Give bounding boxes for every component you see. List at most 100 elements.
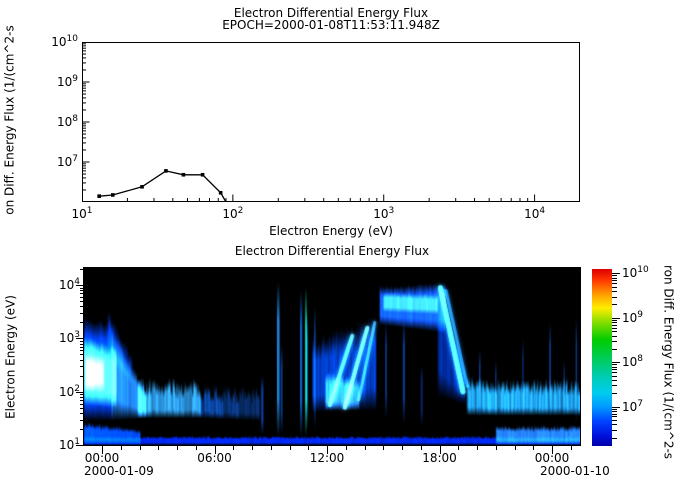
bottom-plot-x-minor-tick — [515, 446, 516, 450]
colorbar-major-tick — [612, 273, 620, 274]
bottom-plot-y-minor-tick — [80, 420, 84, 421]
top-plot-y-tick-label: 108 — [56, 114, 78, 130]
bottom-plot-x-minor-tick — [533, 446, 534, 450]
top-plot-title: Electron Differential Energy Flux — [233, 6, 429, 20]
colorbar-minor-tick — [612, 364, 617, 365]
colorbar-minor-tick — [612, 322, 617, 323]
line-plot-svg — [81, 41, 580, 202]
bottom-plot-x-minor-tick — [308, 446, 309, 450]
data-point-marker — [97, 194, 101, 198]
colorbar-minor-tick — [612, 304, 617, 305]
colorbar-minor-tick — [612, 372, 617, 373]
bottom-plot-y-tick-label: 101 — [58, 437, 80, 453]
bottom-plot-x-major-tick — [102, 446, 103, 454]
bottom-plot-y-minor-tick — [80, 301, 84, 302]
colorbar-minor-tick — [612, 336, 617, 337]
bottom-plot-y-major-tick — [76, 445, 84, 446]
bottom-plot-x-minor-tick — [402, 446, 403, 450]
bottom-plot-y-tick-label: 102 — [58, 383, 80, 399]
bottom-plot-y-minor-tick — [80, 408, 84, 409]
bottom-plot-x-minor-tick — [496, 446, 497, 450]
bottom-plot-y-minor-tick — [80, 400, 84, 401]
bottom-plot-time-tick-label: 12:00 — [309, 451, 345, 465]
bottom-plot-x-major-tick — [440, 446, 441, 454]
top-plot-y-tick-label: 1010 — [51, 34, 78, 50]
colorbar-minor-tick — [612, 328, 617, 329]
spectrogram-canvas — [83, 267, 581, 446]
bottom-plot-y-minor-tick — [80, 288, 84, 289]
top-plot-area — [81, 41, 580, 202]
bottom-plot-time-tick-label: 06:00 — [197, 451, 232, 465]
bottom-plot-y-tick-label: 104 — [58, 277, 80, 293]
colorbar-minor-tick — [612, 376, 617, 377]
colorbar-minor-tick — [612, 438, 617, 439]
spectrum-line — [99, 170, 227, 201]
colorbar-minor-tick — [612, 416, 617, 417]
bottom-plot-y-minor-tick — [80, 397, 84, 398]
colorbar-minor-tick — [612, 414, 617, 415]
data-point-marker — [181, 172, 186, 177]
colorbar-minor-tick — [612, 411, 617, 412]
data-point-marker — [200, 172, 205, 177]
colorbar-tick-label: 1010 — [622, 265, 649, 281]
colorbar — [592, 269, 612, 446]
colorbar-tick-label: 107 — [622, 398, 644, 414]
bottom-plot-y-minor-tick — [80, 360, 84, 361]
bottom-plot-x-major-tick — [552, 446, 553, 454]
colorbar-minor-tick — [612, 385, 617, 386]
colorbar-minor-tick — [612, 320, 617, 321]
colorbar-minor-tick — [612, 278, 617, 279]
top-plot-x-tick-label: 103 — [373, 206, 395, 221]
bottom-plot-y-minor-tick — [80, 354, 84, 355]
colorbar-tick-label: 109 — [622, 310, 644, 326]
bottom-plot-x-minor-tick — [233, 446, 234, 450]
bottom-plot-x-major-tick — [215, 446, 216, 454]
top-plot-x-axis-label: Electron Energy (eV) — [269, 224, 393, 238]
bottom-plot-y-major-tick — [76, 392, 84, 393]
colorbar-minor-tick — [612, 420, 617, 421]
bottom-plot-y-minor-tick — [80, 313, 84, 314]
bottom-plot-x-minor-tick — [365, 446, 366, 450]
colorbar-minor-tick — [612, 367, 617, 368]
top-plot-x-tick-label: 104 — [524, 206, 546, 221]
top-plot-x-tick-label: 102 — [222, 206, 244, 221]
bottom-plot-y-major-tick — [76, 285, 84, 286]
bottom-plot-x-minor-tick — [271, 446, 272, 450]
data-point-marker — [164, 169, 168, 173]
colorbar-minor-tick — [612, 325, 617, 326]
data-point-marker — [218, 190, 223, 195]
bottom-plot-y-minor-tick — [80, 394, 84, 395]
bottom-plot-title: Electron Differential Energy Flux — [234, 244, 430, 258]
bottom-plot-x-minor-tick — [121, 446, 122, 450]
line-plot-frame — [82, 42, 580, 202]
colorbar-minor-tick — [612, 393, 617, 394]
top-plot-subtitle: EPOCH=2000-01-08T11:53:11.948Z — [222, 18, 440, 32]
colorbar-minor-tick — [612, 430, 617, 431]
colorbar-minor-tick — [612, 297, 617, 298]
bottom-plot-y-minor-tick — [80, 297, 84, 298]
bottom-plot-y-minor-tick — [80, 350, 84, 351]
bottom-plot-y-minor-tick — [80, 429, 84, 430]
data-point-marker — [140, 184, 144, 189]
top-plot-x-tick-label: 101 — [71, 206, 93, 221]
data-point-marker — [110, 193, 115, 197]
bottom-plot-x-minor-tick — [571, 446, 572, 450]
bottom-plot-y-minor-tick — [80, 341, 84, 342]
bottom-plot-x-minor-tick — [421, 446, 422, 450]
colorbar-minor-tick — [612, 283, 617, 284]
colorbar-major-tick — [612, 362, 620, 363]
colorbar-minor-tick — [612, 275, 617, 276]
bottom-plot-y-minor-tick — [80, 376, 84, 377]
bottom-plot-y-minor-tick — [80, 413, 84, 414]
colorbar-minor-tick — [612, 287, 617, 288]
bottom-plot-y-minor-tick — [80, 269, 84, 270]
bottom-plot-time-tick-label: 00:00 — [84, 451, 120, 465]
bottom-plot-time-tick-label: 18:00 — [422, 451, 457, 465]
top-plot-y-axis-label: on Diff. Energy Flux (1/(cm^2-s — [2, 25, 17, 215]
colorbar-minor-tick — [612, 291, 617, 292]
bottom-plot-y-minor-tick — [80, 404, 84, 405]
bottom-plot-y-minor-tick — [80, 293, 84, 294]
top-plot-y-tick-label: 109 — [56, 74, 78, 90]
bottom-plot-y-tick-label: 103 — [58, 330, 80, 346]
bottom-plot-x-major-tick — [327, 446, 328, 454]
